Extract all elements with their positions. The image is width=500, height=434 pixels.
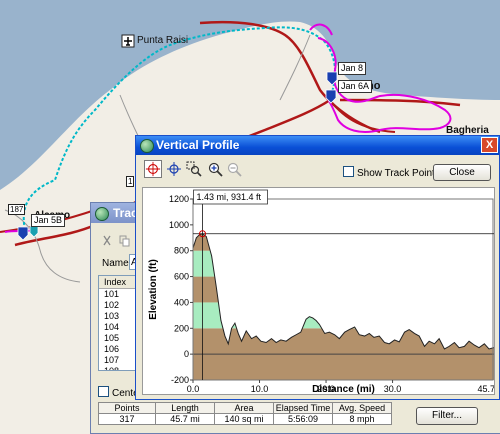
list-item[interactable]: 107 bbox=[104, 355, 120, 365]
app-globe-icon bbox=[140, 139, 154, 153]
cursor-readout-label: 1.43 mi, 931.4 ft bbox=[197, 192, 262, 202]
list-item[interactable]: 108 bbox=[104, 366, 120, 371]
show-track-points-toggle[interactable]: Show Track Points bbox=[343, 166, 440, 179]
track-line-cyan bbox=[22, 26, 337, 231]
zoom-out-icon[interactable] bbox=[225, 160, 243, 178]
list-item[interactable]: 102 bbox=[104, 300, 120, 310]
list-item[interactable]: 105 bbox=[104, 333, 120, 343]
place-label-bagheria: Bagheria bbox=[446, 125, 489, 136]
move-tool-icon[interactable] bbox=[165, 160, 183, 178]
crosshair-tool-icon[interactable] bbox=[144, 160, 162, 178]
road bbox=[329, 99, 396, 133]
cursor-point-icon bbox=[199, 230, 207, 238]
stats-header: Length bbox=[155, 402, 215, 414]
y-tick-label: 1200 bbox=[169, 194, 189, 204]
y-tick-label: 1000 bbox=[169, 220, 189, 230]
y-tick-label: 200 bbox=[174, 323, 189, 333]
center-label: Center bbox=[112, 388, 143, 399]
close-button[interactable]: Close bbox=[433, 164, 491, 181]
elevation-band bbox=[193, 302, 494, 329]
vertical-profile-title: Vertical Profile bbox=[156, 138, 240, 152]
y-tick-label: 800 bbox=[174, 246, 189, 256]
show-track-points-label: Show Track Points bbox=[357, 168, 440, 179]
elevation-band bbox=[193, 354, 494, 380]
toolbar-cut-icon[interactable] bbox=[101, 235, 113, 247]
flag-label-jan-8[interactable]: Jan 8 bbox=[338, 62, 367, 75]
elevation-band bbox=[193, 233, 494, 251]
airport-icon bbox=[121, 34, 135, 48]
y-tick-label: 0 bbox=[184, 349, 189, 359]
flag-label-jan-6a[interactable]: Jan 6A bbox=[338, 80, 373, 93]
zoom-rect-icon[interactable] bbox=[185, 160, 203, 178]
center-checkbox[interactable] bbox=[98, 386, 109, 397]
track-points-list[interactable]: Index 101 102 103 104 105 106 107 108 bbox=[98, 275, 137, 371]
place-label-punta-raisi: Punta Raisi bbox=[137, 35, 189, 46]
flag-label-jan-5b[interactable]: Jan 5B bbox=[31, 214, 66, 227]
stats-value-length: 45.7 mi bbox=[155, 413, 215, 425]
flag-marker-icon bbox=[326, 71, 338, 86]
road-shield-187: 187 bbox=[8, 204, 26, 215]
index-column-header[interactable]: Index bbox=[99, 276, 136, 289]
name-label: Name: bbox=[102, 258, 132, 269]
stats-value-points: 317 bbox=[98, 413, 156, 425]
x-tick-label: 0.0 bbox=[187, 384, 200, 394]
app-globe-icon bbox=[95, 207, 109, 221]
plot-border bbox=[192, 198, 494, 381]
y-tick-label: -200 bbox=[171, 375, 189, 385]
list-item[interactable]: 101 bbox=[104, 289, 120, 299]
flag-marker-icon bbox=[17, 226, 29, 241]
stats-header: Area bbox=[214, 402, 274, 414]
filter-button[interactable]: Filter... bbox=[416, 407, 478, 425]
zoom-in-icon[interactable] bbox=[206, 160, 224, 178]
elevation-series-line bbox=[192, 233, 498, 350]
list-item[interactable]: 103 bbox=[104, 311, 120, 321]
x-axis-label: Distance (mi) bbox=[312, 384, 375, 394]
stats-value-avg-speed: 8 mph bbox=[332, 413, 392, 425]
minor-road bbox=[279, 34, 311, 101]
vertical-profile-window: Vertical Profile X Show Track Points Clo… bbox=[135, 135, 500, 400]
x-tick-label: 10.0 bbox=[251, 384, 269, 394]
list-item[interactable]: 104 bbox=[104, 322, 120, 332]
toolbar-copy-icon[interactable] bbox=[119, 235, 131, 247]
track-stats-table: Points Length Area Elapsed Time Avg. Spe… bbox=[98, 402, 392, 425]
stats-value-elapsed-time: 5:56:09 bbox=[273, 413, 333, 425]
y-tick-label: 600 bbox=[174, 272, 189, 282]
show-track-points-checkbox[interactable] bbox=[343, 166, 354, 177]
flag-marker-icon bbox=[29, 225, 39, 238]
center-checkbox-row[interactable]: Center bbox=[98, 386, 142, 399]
road bbox=[199, 20, 381, 134]
x-tick-label: 20.0 bbox=[317, 384, 335, 394]
vertical-profile-titlebar[interactable]: Vertical Profile X bbox=[136, 136, 499, 155]
y-axis-label: Elevation (ft) bbox=[148, 259, 159, 320]
list-item[interactable]: 106 bbox=[104, 344, 120, 354]
stats-value-area: 140 sq mi bbox=[214, 413, 274, 425]
elevation-band bbox=[193, 250, 494, 277]
stats-header: Elapsed Time bbox=[273, 402, 333, 414]
window-close-button[interactable]: X bbox=[481, 137, 498, 153]
x-tick-label: 45.7 bbox=[477, 384, 494, 394]
elevation-band bbox=[193, 276, 494, 303]
track-line-magenta bbox=[309, 23, 333, 36]
x-tick-label: 30.0 bbox=[384, 384, 402, 394]
stats-header: Points bbox=[98, 402, 156, 414]
road-shield-1: 1 bbox=[126, 176, 135, 187]
y-tick-label: 400 bbox=[174, 297, 189, 307]
stats-header: Avg. Speed bbox=[332, 402, 392, 414]
flag-marker-icon bbox=[325, 89, 337, 104]
road bbox=[339, 98, 461, 107]
minor-road bbox=[4, 209, 81, 283]
cursor-readout-box bbox=[193, 189, 268, 205]
elevation-chart-frame[interactable]: 1200 1000 800 600 400 200 0 -200 0.0 10.0 20.0 30.0… bbox=[142, 187, 498, 395]
